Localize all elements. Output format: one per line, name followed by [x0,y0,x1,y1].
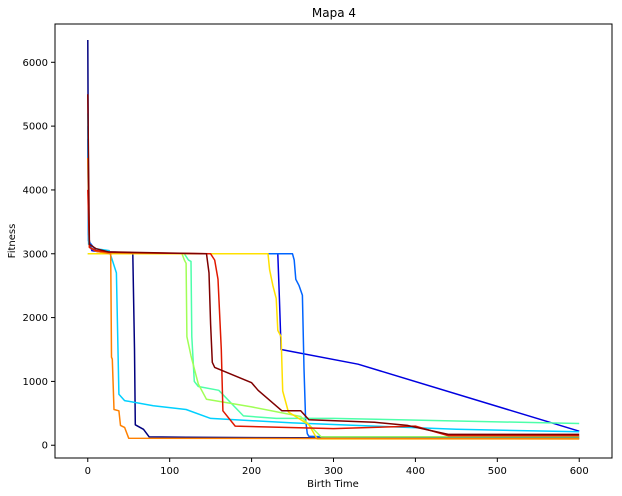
x-tick-label: 600 [570,466,589,477]
series-line-9 [87,189,580,437]
series-line-10 [87,94,580,436]
y-tick-label: 2000 [23,313,48,324]
y-tick-label: 6000 [23,58,48,69]
x-tick-label: 0 [85,466,91,477]
x-tick-label: 500 [488,466,507,477]
series-layer [87,39,580,440]
x-tick-label: 100 [160,466,179,477]
series-line-5 [87,253,580,425]
x-axis: 0 100 200 300 400 500 600 [85,458,589,477]
x-axis-label: Birth Time [307,479,359,490]
x-tick-label: 300 [324,466,343,477]
y-axis: 0 1000 2000 3000 4000 5000 6000 [23,58,55,452]
y-tick-label: 5000 [23,122,48,133]
y-tick-label: 0 [42,441,48,452]
y-tick-label: 1000 [23,377,48,388]
y-tick-label: 4000 [23,185,48,196]
y-axis-label: Fitness [7,224,18,259]
chart-title: Mapa 4 [312,6,356,20]
x-tick-label: 200 [242,466,261,477]
x-tick-label: 400 [406,466,425,477]
series-line-7 [87,253,580,440]
y-tick-label: 3000 [23,249,48,260]
